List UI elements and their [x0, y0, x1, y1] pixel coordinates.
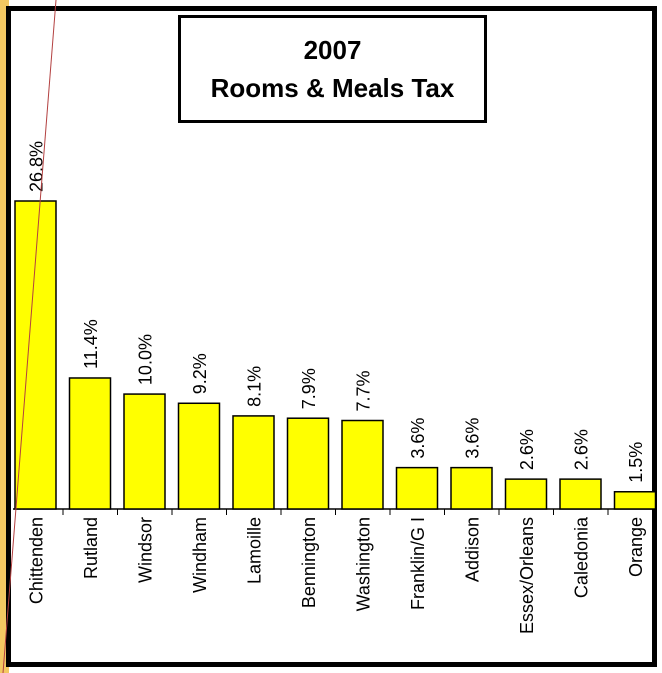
bar-franklin-g-i — [397, 468, 438, 509]
chart-title: 2007 — [304, 31, 362, 69]
bar-washington — [342, 421, 383, 509]
value-label: 11.4% — [81, 319, 101, 369]
value-label: 2.6% — [572, 429, 592, 470]
category-label: Washington — [354, 517, 374, 611]
value-label: 7.9% — [299, 368, 319, 409]
value-label: 1.5% — [626, 442, 646, 483]
category-label: Lamoille — [245, 517, 265, 584]
category-label: Addison — [463, 517, 483, 582]
bar-windham — [179, 403, 220, 509]
value-label: 9.2% — [190, 353, 210, 394]
bar-addison — [451, 468, 492, 509]
category-label: Bennington — [299, 517, 319, 608]
category-label: Orange — [626, 517, 646, 577]
value-label: 7.7% — [354, 370, 374, 411]
category-label: Caledonia — [572, 516, 592, 598]
category-label: Rutland — [81, 517, 101, 579]
category-label: Franklin/G I — [408, 517, 428, 610]
chart-subtitle: Rooms & Meals Tax — [211, 69, 455, 107]
bar-lamoille — [233, 416, 274, 509]
value-label: 3.6% — [408, 418, 428, 459]
value-label: 8.1% — [245, 366, 265, 407]
value-label: 10.0% — [136, 334, 156, 385]
chart-title-box: 2007 Rooms & Meals Tax — [178, 15, 487, 123]
bar-orange — [615, 492, 656, 509]
value-label: 2.6% — [517, 429, 537, 470]
bar-essex-orleans — [506, 479, 547, 509]
bar-windsor — [124, 394, 165, 509]
bar-bennington — [288, 418, 329, 509]
category-label: Windham — [190, 517, 210, 593]
bar-caledonia — [560, 479, 601, 509]
category-label: Windsor — [136, 517, 156, 583]
value-label: 3.6% — [463, 418, 483, 459]
value-label: 26.8% — [27, 141, 47, 192]
category-label: Chittenden — [27, 517, 47, 604]
bar-rutland — [70, 378, 111, 509]
category-label: Essex/Orleans — [517, 517, 537, 634]
bar-chittenden — [15, 201, 56, 509]
